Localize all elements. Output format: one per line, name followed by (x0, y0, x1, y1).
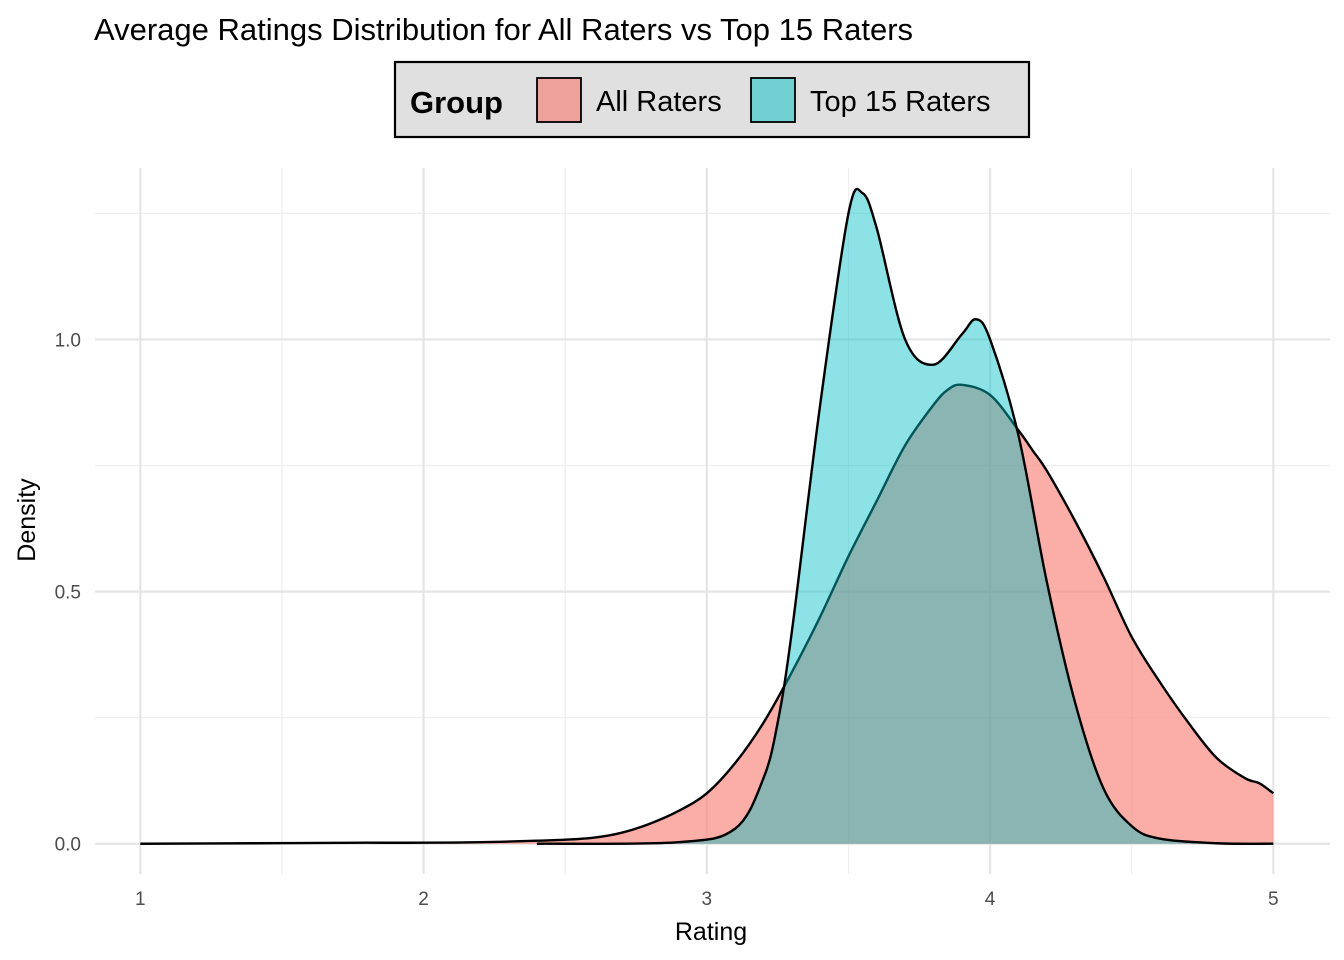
density-line-top-15-raters (536, 187, 1274, 846)
x-axis-title: Rating (675, 918, 747, 946)
y-axis-ticks: 0.0 0.5 1.0 (55, 330, 81, 855)
chart-title: Average Ratings Distribution for All Rat… (94, 12, 913, 47)
density-area-all-raters (140, 384, 1274, 844)
legend-box (393, 60, 1031, 139)
density-area-top-15-raters (536, 188, 1274, 844)
x-tick-label: 3 (702, 889, 713, 910)
legend-key-all-raters (536, 77, 582, 123)
legend: Group All Raters Top 15 Raters (393, 60, 1031, 139)
density-areas (140, 187, 1275, 846)
density-line-all-raters (140, 383, 1275, 845)
y-tick-label: 0.5 (55, 583, 81, 604)
legend-label-all-raters: All Raters (596, 86, 722, 118)
x-tick-label: 4 (985, 889, 996, 910)
x-tick-label: 5 (1268, 889, 1279, 910)
legend-title: Group (410, 85, 503, 120)
legend-key-top-15-raters (750, 77, 796, 123)
legend-label-top-15-raters: Top 15 Raters (810, 86, 991, 118)
y-tick-label: 1.0 (55, 330, 81, 351)
y-tick-label: 0.0 (55, 835, 81, 856)
x-axis-ticks: 1 2 3 4 5 (135, 889, 1279, 910)
y-axis-title: Density (13, 478, 41, 562)
x-tick-label: 2 (418, 889, 429, 910)
x-tick-label: 1 (135, 889, 146, 910)
